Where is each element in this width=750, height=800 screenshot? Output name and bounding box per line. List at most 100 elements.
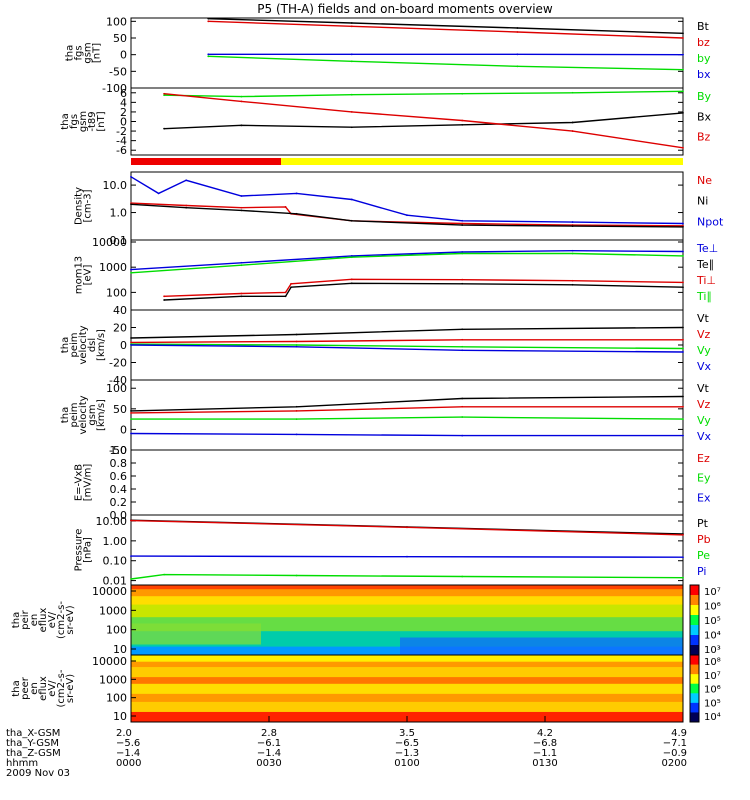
data-point xyxy=(350,255,353,257)
series-Bz xyxy=(164,93,684,149)
x-row-value: 3.5 xyxy=(399,728,415,739)
data-point xyxy=(130,203,132,206)
x-row-value: −1.4 xyxy=(116,748,140,759)
data-point xyxy=(682,32,684,35)
spectrogram-band xyxy=(131,604,683,618)
legend-entry: Ti⊥ xyxy=(696,274,716,287)
y-tick-label: 20 xyxy=(113,322,127,335)
data-point xyxy=(682,405,684,408)
data-point xyxy=(295,418,298,421)
series-Vy xyxy=(130,343,684,350)
legend-entry: Vx xyxy=(697,360,712,373)
spectrogram-peer: 10000 1000 100 10 thapeerenefluxeV/(cm2-s-sr… xyxy=(11,654,721,723)
data-point xyxy=(461,575,464,578)
y-axis-label-line: eflux xyxy=(38,676,49,701)
panel-velocity-gsm: 100500-50thapeimvelocitygsm[km/s]VtVzVyV… xyxy=(60,379,712,457)
data-point xyxy=(461,328,464,331)
y-axis-label-line: peim xyxy=(69,332,80,357)
colorbar-label: 10⁶ xyxy=(704,602,721,613)
data-point xyxy=(682,576,684,579)
y-tick-label: 50 xyxy=(113,403,127,416)
data-point xyxy=(130,519,132,522)
legend-entry: Bt xyxy=(697,20,710,33)
data-point xyxy=(571,225,574,228)
y-tick-label: 1000 xyxy=(99,261,127,274)
spectrogram-band xyxy=(131,585,683,590)
y-tick-label: 0.10 xyxy=(103,555,128,568)
data-point xyxy=(130,271,132,274)
data-point xyxy=(571,283,574,286)
y-axis-label: thapeimvelocitygsm[km/s] xyxy=(60,395,107,434)
spectrograms: 10000100010010thapeirenefluxeV/(cm2-s-sr… xyxy=(11,584,721,723)
data-point xyxy=(406,555,408,558)
y-axis-label-line: sr-eV) xyxy=(65,674,76,703)
data-point xyxy=(295,333,298,336)
colorbar-segment xyxy=(690,605,699,616)
y-tick-label: -4 xyxy=(116,135,127,148)
x-row-value: 0030 xyxy=(256,758,281,769)
legend-entry: Ex xyxy=(697,491,711,504)
colorbar-segment xyxy=(690,645,699,656)
y-axis-label-line: tha xyxy=(60,113,71,129)
legend-entry: Vy xyxy=(697,414,711,427)
data-point xyxy=(461,338,464,341)
y-axis-label-line: [km/s] xyxy=(96,329,107,361)
colorbar-segment xyxy=(690,664,699,675)
y-axis-label-line: mom13 xyxy=(74,256,85,294)
y-axis-label: thapeimvelocitydsl[km/s] xyxy=(60,325,107,364)
legend-entry: Vt xyxy=(697,382,710,395)
y-axis-label-line: eV/ xyxy=(47,611,58,628)
x-row-value: 2.8 xyxy=(261,728,277,739)
data-point xyxy=(295,409,298,412)
colorbar-segment xyxy=(690,625,699,636)
y-tick-label: 1000 xyxy=(99,604,127,617)
series-Vt xyxy=(130,395,684,412)
series-Vt xyxy=(130,326,684,339)
y-tick-label: 10 xyxy=(113,710,127,723)
y-axis-label-line: Pressure xyxy=(74,529,85,572)
y-axis-label-line: E=-VxB xyxy=(74,464,85,501)
spectrogram-band xyxy=(131,623,261,645)
y-axis-label-line: en xyxy=(29,682,40,695)
mode-bar-fast xyxy=(281,158,683,165)
data-point xyxy=(461,219,464,222)
data-point xyxy=(350,219,353,222)
spectrogram-band xyxy=(131,693,683,703)
legend-entry: Vz xyxy=(697,328,711,341)
data-point xyxy=(163,295,166,298)
figure-title: P5 (TH-A) fields and on-board moments ov… xyxy=(257,2,553,16)
data-point xyxy=(295,345,298,348)
data-point xyxy=(350,126,353,129)
x-row-value: 0200 xyxy=(662,758,687,769)
data-point xyxy=(571,252,574,255)
series-Ti∥ xyxy=(130,252,684,274)
y-axis-label-line: tha xyxy=(65,45,76,61)
data-point xyxy=(295,574,298,577)
data-point xyxy=(682,226,684,228)
y-axis-label: E=-VxB[mV/m] xyxy=(74,464,94,502)
data-point xyxy=(185,204,188,207)
data-point xyxy=(571,221,574,223)
data-point xyxy=(461,397,464,400)
x-row-value: 0130 xyxy=(532,758,557,769)
colorbar-segment xyxy=(690,635,699,646)
colorbar-segment xyxy=(690,655,699,666)
data-point xyxy=(350,256,353,259)
colorbar-segment xyxy=(690,712,699,723)
spectrogram-band xyxy=(131,683,683,695)
data-point xyxy=(295,212,298,215)
data-point xyxy=(682,338,684,341)
y-axis-label-line: gsm xyxy=(78,111,89,132)
x-row-value: −1.3 xyxy=(395,748,419,759)
y-axis-label-line: peim xyxy=(69,402,80,427)
x-row-value: −6.5 xyxy=(395,738,419,749)
data-point xyxy=(682,533,684,536)
data-point xyxy=(130,555,132,558)
x-row-label: tha_X-GSM xyxy=(6,728,60,739)
colorbar-segment xyxy=(690,585,699,596)
legend-entry: Ti∥ xyxy=(696,290,712,303)
y-axis-label-line: eV/ xyxy=(47,680,58,697)
colorbar-segment xyxy=(690,702,699,713)
data-point xyxy=(130,341,132,344)
legend-entry: Ni xyxy=(697,195,708,208)
